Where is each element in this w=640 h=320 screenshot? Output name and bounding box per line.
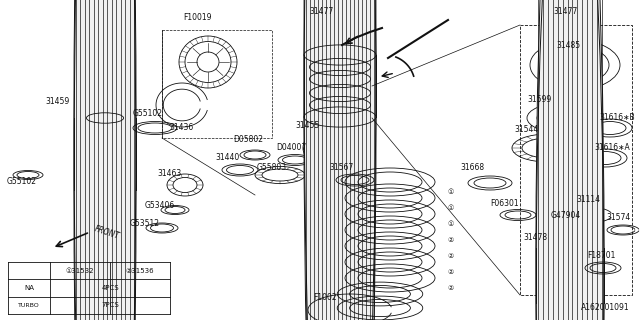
Text: D05802: D05802 <box>233 135 263 145</box>
Text: 31574: 31574 <box>607 213 631 222</box>
Text: NA: NA <box>24 285 34 291</box>
Text: 31463: 31463 <box>158 169 182 178</box>
Text: A162001091: A162001091 <box>581 303 630 312</box>
Text: G55803: G55803 <box>257 164 287 172</box>
Text: ①31532: ①31532 <box>66 268 94 274</box>
Text: F10019: F10019 <box>184 13 212 22</box>
Text: 31436: 31436 <box>170 123 194 132</box>
Text: 31567: 31567 <box>330 164 354 172</box>
Text: G47904: G47904 <box>551 212 581 220</box>
Text: D04007: D04007 <box>276 143 306 153</box>
Text: F1002: F1002 <box>313 293 337 302</box>
Text: FRONT: FRONT <box>93 225 120 241</box>
Text: 31599: 31599 <box>528 95 552 105</box>
Text: G55102: G55102 <box>133 108 163 117</box>
Text: ②: ② <box>448 285 454 291</box>
Text: F18701: F18701 <box>587 251 615 260</box>
Text: 31440: 31440 <box>216 154 240 163</box>
Text: 31455: 31455 <box>296 122 320 131</box>
Text: ②: ② <box>448 269 454 275</box>
Bar <box>520 25 632 295</box>
Ellipse shape <box>74 0 136 320</box>
Ellipse shape <box>536 0 604 320</box>
Text: ①: ① <box>448 205 454 211</box>
Text: 4PCS: 4PCS <box>101 285 119 291</box>
Text: ②31536: ②31536 <box>125 268 154 274</box>
Text: 31477: 31477 <box>310 7 334 17</box>
Text: ①: ① <box>448 189 454 195</box>
Text: ②: ② <box>448 237 454 243</box>
Text: TURBO: TURBO <box>18 303 40 308</box>
Text: 31616∗B: 31616∗B <box>599 114 635 123</box>
Text: 31477: 31477 <box>554 7 578 17</box>
Text: 31114: 31114 <box>576 196 600 204</box>
Text: ②: ② <box>448 253 454 259</box>
Text: G53406: G53406 <box>145 202 175 211</box>
Text: 31459: 31459 <box>46 98 70 107</box>
Text: 7PCS: 7PCS <box>101 302 119 308</box>
Text: G53512: G53512 <box>130 220 160 228</box>
Text: 31478: 31478 <box>523 234 547 243</box>
Text: F06301: F06301 <box>491 199 519 209</box>
Text: ①: ① <box>448 221 454 227</box>
Ellipse shape <box>304 0 376 320</box>
Text: 31485: 31485 <box>556 42 580 51</box>
Bar <box>162 30 272 138</box>
Text: G55102: G55102 <box>7 178 37 187</box>
Text: 31544: 31544 <box>515 125 539 134</box>
Text: 31616∗A: 31616∗A <box>594 143 630 153</box>
Text: 31668: 31668 <box>460 163 484 172</box>
